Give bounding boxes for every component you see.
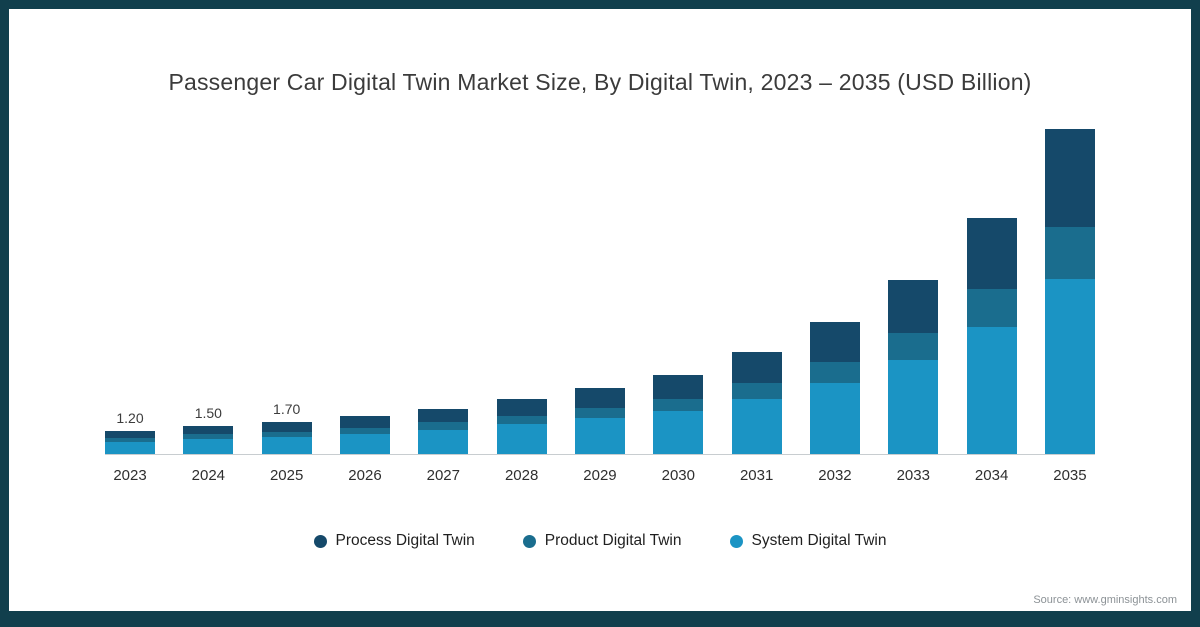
bar-segment-process-digital-twin — [496, 399, 547, 416]
x-axis-label: 2026 — [348, 467, 382, 484]
bar-segment-system-digital-twin — [731, 398, 782, 454]
bar-segment-process-digital-twin — [183, 425, 234, 435]
bar-column — [418, 388, 469, 454]
x-axis-label: 2024 — [191, 467, 226, 484]
bar-segment-product-digital-twin — [261, 431, 312, 437]
x-axis-label: 2028 — [504, 467, 539, 484]
stacked-bar — [418, 408, 469, 454]
bar-segment-process-digital-twin — [105, 431, 155, 439]
bar-segment-product-digital-twin — [496, 415, 547, 425]
plot-columns: 1.20 1.50 1.70 — [105, 102, 1095, 455]
stacked-bar — [653, 374, 704, 454]
bar-segment-system-digital-twin — [418, 429, 469, 454]
bar-segment-process-digital-twin — [261, 421, 312, 432]
bar-segment-system-digital-twin — [966, 326, 1017, 454]
bar-segment-system-digital-twin — [1044, 278, 1095, 454]
legend-dot-icon — [313, 534, 327, 548]
bar-segment-product-digital-twin — [183, 434, 234, 439]
stacked-bar — [496, 399, 547, 454]
x-axis-label: 2032 — [818, 467, 852, 484]
bar-segment-process-digital-twin — [339, 416, 390, 428]
chart-area: 1.20 1.50 1.70 2023 2024 2025 2026 2027 2028 202… — [105, 102, 1095, 484]
stacked-bar — [105, 431, 155, 454]
stacked-bar — [966, 218, 1017, 454]
bar-segment-product-digital-twin — [809, 361, 860, 383]
stacked-bar — [261, 421, 312, 454]
stacked-bar — [574, 387, 625, 454]
x-axis-label: 2030 — [661, 467, 695, 484]
x-axis-label: 2031 — [739, 467, 774, 484]
bar-column — [496, 378, 547, 454]
x-axis-label: 2035 — [1053, 467, 1087, 484]
stacked-bar — [339, 416, 390, 454]
bar-segment-product-digital-twin — [339, 427, 390, 434]
legend-label: System Digital Twin — [751, 532, 887, 549]
bar-segment-product-digital-twin — [966, 288, 1017, 327]
bar-segment-product-digital-twin — [418, 422, 469, 430]
bar-total-label: 1.50 — [194, 404, 222, 421]
bar-segment-system-digital-twin — [809, 382, 860, 454]
x-axis-label: 2023 — [113, 467, 147, 484]
x-axis-label: 2027 — [426, 467, 460, 484]
source-text: Source: www.gminsights.com — [1033, 594, 1177, 606]
bar-column — [966, 197, 1017, 454]
bar-column — [809, 301, 860, 454]
bar-column: 1.20 — [105, 410, 155, 454]
bar-column — [574, 367, 625, 454]
bar-segment-product-digital-twin — [888, 332, 939, 361]
bar-column — [731, 331, 782, 454]
bar-column: 1.70 — [261, 400, 312, 454]
bar-total-label: 1.20 — [116, 410, 144, 427]
bar-segment-system-digital-twin — [888, 360, 939, 454]
legend-item: Process Digital Twin — [313, 532, 475, 550]
bar-segment-product-digital-twin — [653, 398, 704, 412]
legend-item: Product Digital Twin — [522, 532, 682, 550]
bar-segment-product-digital-twin — [105, 438, 155, 442]
bar-column: 1.50 — [183, 404, 234, 454]
bar-column — [339, 395, 390, 454]
x-axis-labels: 2023 2024 2025 2026 2027 2028 2029 2030 2031 2032… — [105, 455, 1095, 484]
stacked-bar — [809, 322, 860, 454]
bar-segment-process-digital-twin — [966, 218, 1017, 289]
bar-total-label: 1.70 — [273, 400, 301, 417]
bar-column — [653, 354, 704, 454]
bar-segment-process-digital-twin — [653, 374, 704, 399]
legend-dot-icon — [729, 534, 743, 548]
bar-segment-process-digital-twin — [418, 408, 469, 423]
bar-segment-process-digital-twin — [1044, 129, 1095, 227]
bar-segment-system-digital-twin — [261, 436, 312, 454]
legend: Process Digital Twin Product Digital Twin… — [9, 532, 1191, 550]
bar-segment-system-digital-twin — [183, 438, 234, 454]
stacked-bar — [731, 352, 782, 454]
stacked-bar — [1044, 129, 1095, 454]
legend-item: System Digital Twin — [729, 532, 887, 550]
bar-segment-system-digital-twin — [339, 433, 390, 454]
legend-label: Product Digital Twin — [544, 532, 682, 549]
bar-segment-system-digital-twin — [653, 411, 704, 454]
bar-segment-product-digital-twin — [1044, 226, 1095, 279]
bar-column — [1044, 108, 1095, 454]
legend-label: Process Digital Twin — [335, 532, 475, 549]
bar-segment-system-digital-twin — [105, 441, 155, 454]
x-axis-label: 2029 — [583, 467, 617, 484]
x-axis-label: 2025 — [269, 467, 304, 484]
bar-segment-process-digital-twin — [731, 352, 782, 383]
bar-segment-process-digital-twin — [574, 387, 625, 408]
stacked-bar — [183, 425, 234, 454]
x-axis-label: 2034 — [974, 467, 1009, 484]
bar-segment-product-digital-twin — [574, 407, 625, 419]
bar-segment-product-digital-twin — [731, 382, 782, 399]
bar-segment-system-digital-twin — [574, 418, 625, 454]
page-title: Passenger Car Digital Twin Market Size, … — [168, 69, 1032, 95]
chart-canvas: Passenger Car Digital Twin Market Size, … — [9, 9, 1191, 611]
legend-dot-icon — [522, 534, 536, 548]
bar-segment-process-digital-twin — [888, 280, 939, 333]
x-axis-label: 2033 — [896, 467, 930, 484]
bar-segment-process-digital-twin — [809, 322, 860, 362]
bar-segment-system-digital-twin — [496, 424, 547, 454]
bar-column — [888, 259, 939, 454]
stacked-bar — [888, 280, 939, 454]
